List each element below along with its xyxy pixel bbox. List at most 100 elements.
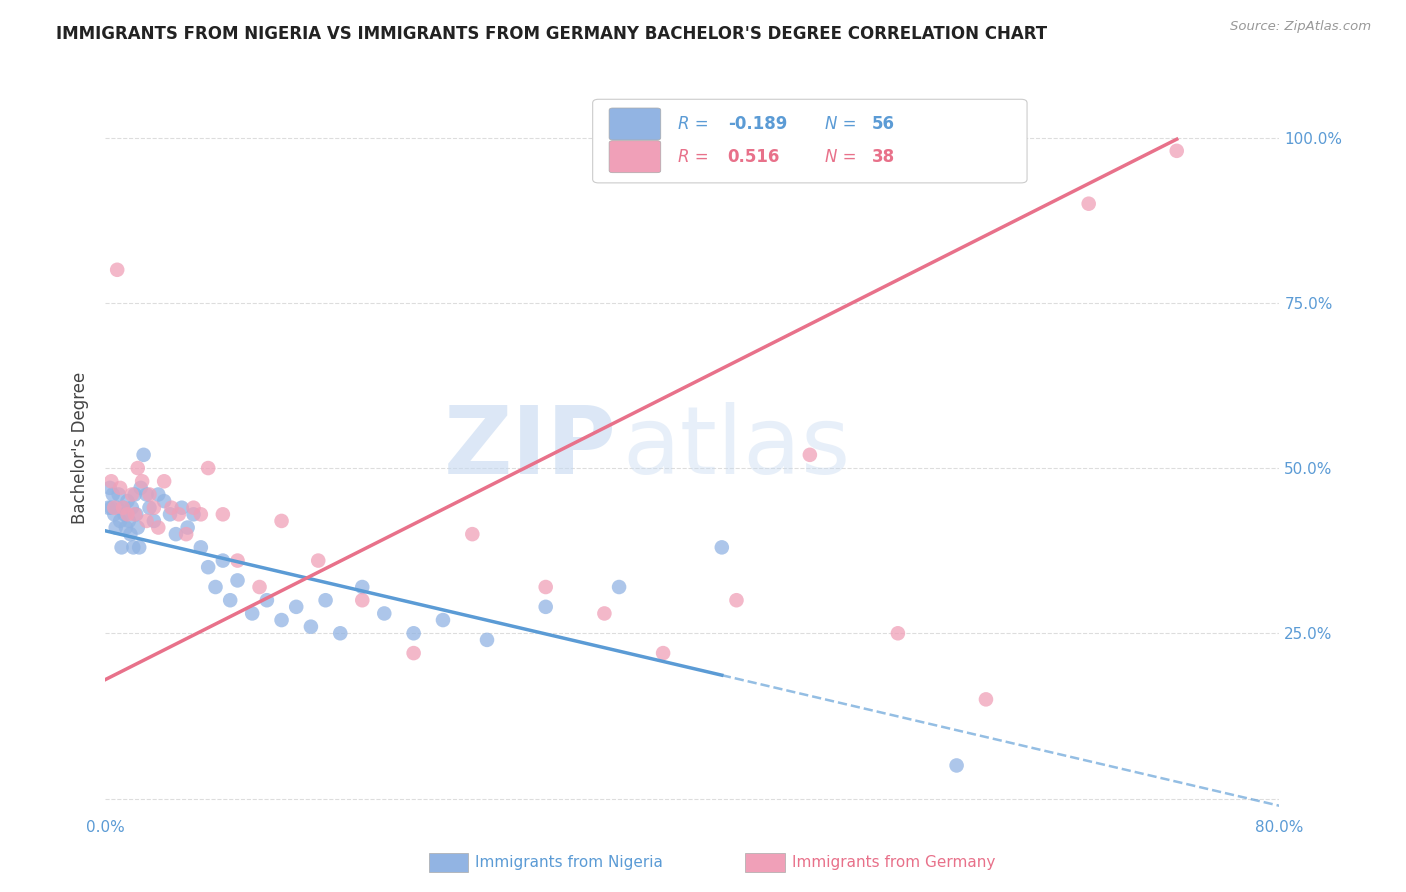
Point bbox=[112, 500, 135, 515]
Point bbox=[114, 508, 136, 522]
Point bbox=[197, 461, 219, 475]
Point bbox=[153, 494, 176, 508]
Point bbox=[132, 448, 155, 462]
Point bbox=[270, 514, 292, 528]
Point bbox=[105, 500, 128, 515]
Point bbox=[174, 527, 197, 541]
Point bbox=[475, 632, 498, 647]
Point bbox=[121, 500, 143, 515]
Point bbox=[1077, 196, 1099, 211]
Point bbox=[270, 613, 292, 627]
Point bbox=[299, 620, 322, 634]
Point bbox=[352, 593, 374, 607]
Point bbox=[121, 487, 143, 501]
Point bbox=[204, 580, 226, 594]
Point bbox=[142, 514, 165, 528]
Text: atlas: atlas bbox=[621, 402, 851, 494]
Point bbox=[167, 508, 190, 522]
FancyBboxPatch shape bbox=[609, 108, 661, 140]
Text: IMMIGRANTS FROM NIGERIA VS IMMIGRANTS FROM GERMANY BACHELOR'S DEGREE CORRELATION: IMMIGRANTS FROM NIGERIA VS IMMIGRANTS FR… bbox=[56, 25, 1047, 43]
Point bbox=[226, 574, 249, 588]
Point bbox=[124, 487, 146, 501]
Point bbox=[142, 500, 165, 515]
Point bbox=[108, 481, 131, 495]
Text: N =: N = bbox=[825, 115, 862, 133]
Point bbox=[97, 500, 120, 515]
Point bbox=[352, 580, 374, 594]
Point bbox=[159, 508, 181, 522]
Point bbox=[110, 541, 132, 555]
Point bbox=[101, 487, 124, 501]
Point bbox=[710, 541, 733, 555]
Text: 0.516: 0.516 bbox=[728, 148, 780, 166]
Point bbox=[402, 646, 425, 660]
Point bbox=[190, 541, 212, 555]
Text: ZIP: ZIP bbox=[443, 402, 616, 494]
Text: R =: R = bbox=[678, 115, 714, 133]
Point bbox=[219, 593, 242, 607]
Point bbox=[534, 599, 557, 614]
Point bbox=[112, 500, 135, 515]
FancyBboxPatch shape bbox=[593, 99, 1026, 183]
Text: 56: 56 bbox=[872, 115, 896, 133]
Point bbox=[118, 514, 141, 528]
Point bbox=[138, 500, 160, 515]
Point bbox=[945, 758, 967, 772]
Point bbox=[100, 475, 122, 489]
Point bbox=[307, 553, 329, 567]
Text: Immigrants from Germany: Immigrants from Germany bbox=[792, 855, 995, 870]
Point bbox=[197, 560, 219, 574]
Point bbox=[103, 508, 125, 522]
Point bbox=[100, 500, 122, 515]
Point bbox=[115, 520, 138, 534]
Point bbox=[122, 541, 145, 555]
Point bbox=[153, 475, 176, 489]
Point bbox=[226, 553, 249, 567]
Text: N =: N = bbox=[825, 148, 862, 166]
Point bbox=[127, 461, 149, 475]
Point bbox=[887, 626, 910, 640]
Point bbox=[98, 481, 121, 495]
Text: -0.189: -0.189 bbox=[728, 115, 787, 133]
Point bbox=[652, 646, 675, 660]
Point bbox=[120, 527, 142, 541]
Point bbox=[183, 508, 205, 522]
Point bbox=[131, 475, 153, 489]
Point bbox=[176, 520, 198, 534]
Text: R =: R = bbox=[678, 148, 714, 166]
Point bbox=[127, 520, 149, 534]
Point bbox=[128, 541, 150, 555]
Text: Immigrants from Nigeria: Immigrants from Nigeria bbox=[475, 855, 664, 870]
Point bbox=[105, 262, 128, 277]
Point bbox=[125, 508, 148, 522]
Point bbox=[432, 613, 454, 627]
Point bbox=[373, 607, 395, 621]
Point bbox=[183, 500, 205, 515]
Point bbox=[256, 593, 278, 607]
Point bbox=[211, 508, 233, 522]
Point bbox=[1166, 144, 1188, 158]
Point bbox=[148, 520, 170, 534]
Point bbox=[315, 593, 337, 607]
Point bbox=[974, 692, 997, 706]
Point bbox=[138, 487, 160, 501]
Point bbox=[607, 580, 630, 594]
Point bbox=[135, 487, 157, 501]
FancyBboxPatch shape bbox=[609, 141, 661, 173]
Point bbox=[170, 500, 193, 515]
Point bbox=[117, 508, 139, 522]
Point bbox=[402, 626, 425, 640]
Point bbox=[190, 508, 212, 522]
Point bbox=[461, 527, 484, 541]
Point bbox=[799, 448, 821, 462]
Text: 38: 38 bbox=[872, 148, 896, 166]
Point bbox=[534, 580, 557, 594]
Point bbox=[135, 514, 157, 528]
Point bbox=[117, 494, 139, 508]
Point bbox=[285, 599, 308, 614]
Point bbox=[104, 520, 127, 534]
Point bbox=[160, 500, 183, 515]
Point bbox=[329, 626, 352, 640]
Point bbox=[148, 487, 170, 501]
Point bbox=[129, 481, 152, 495]
